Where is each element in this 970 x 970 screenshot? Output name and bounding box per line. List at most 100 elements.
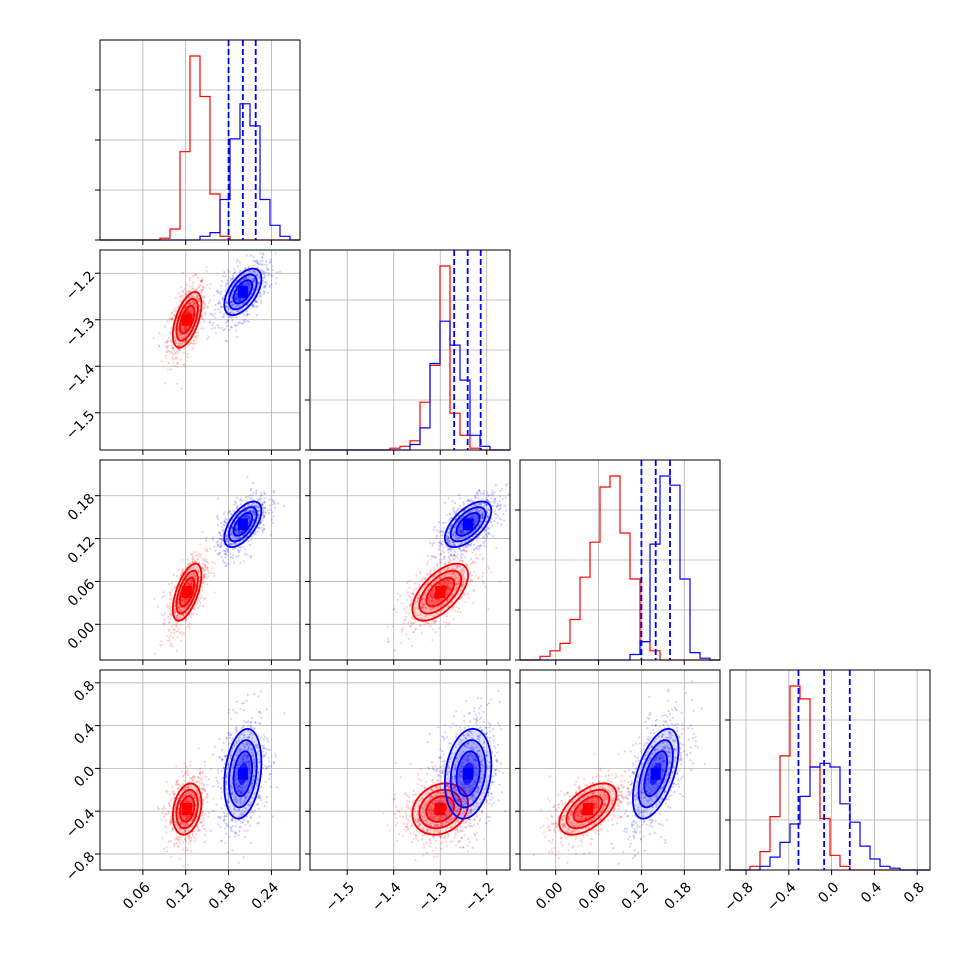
sample-point-red	[180, 285, 183, 289]
sample-point-blue	[247, 287, 250, 290]
sample-point-blue	[493, 520, 496, 523]
sample-point-blue	[470, 542, 473, 546]
sample-point-red	[166, 606, 169, 609]
sample-point-blue	[270, 273, 273, 276]
sample-point-blue	[209, 312, 212, 315]
sample-point-red	[175, 649, 179, 652]
sample-point-red	[176, 630, 179, 633]
sample-point-red	[190, 309, 193, 312]
sample-point-red	[185, 328, 188, 331]
sample-point-red	[184, 840, 187, 843]
sample-point-blue	[235, 260, 238, 263]
sample-point-red	[167, 361, 170, 365]
sample-point-red	[172, 628, 175, 631]
sample-point-blue	[482, 535, 485, 538]
sample-point-blue	[470, 498, 473, 501]
sample-point-blue	[235, 555, 238, 558]
sample-point-red	[176, 361, 179, 365]
sample-point-blue	[230, 300, 233, 303]
sample-point-blue	[233, 273, 236, 276]
sample-point-red	[490, 571, 493, 574]
sample-point-blue	[255, 273, 259, 276]
sample-point-blue	[263, 275, 266, 278]
sample-point-red	[173, 314, 176, 317]
sample-point-red	[170, 631, 173, 635]
sample-point-blue	[230, 301, 233, 304]
sample-point-blue	[266, 268, 269, 271]
sample-point-red	[184, 293, 187, 296]
sample-point-blue	[256, 301, 259, 304]
sample-point-blue	[243, 320, 246, 323]
sample-point-blue	[253, 277, 256, 280]
sample-point-blue	[502, 519, 506, 522]
sample-point-blue	[260, 493, 263, 496]
sample-point-blue	[224, 321, 227, 324]
sample-point-blue	[237, 310, 240, 313]
sample-point-blue	[219, 305, 222, 308]
sample-point-red	[165, 781, 168, 784]
sample-point-blue	[225, 305, 228, 309]
sample-point-blue	[234, 297, 237, 300]
sample-point-blue	[215, 289, 218, 292]
sample-point-blue	[271, 521, 274, 525]
sample-point-red	[199, 597, 202, 600]
sample-point-blue	[482, 541, 485, 544]
sample-point-blue	[249, 254, 252, 257]
sample-point-blue	[236, 298, 239, 301]
sample-point-red	[471, 574, 474, 577]
sample-point-red	[464, 592, 467, 595]
sample-point-blue	[220, 306, 223, 309]
sample-point-red	[200, 778, 203, 782]
sample-point-blue	[235, 292, 238, 295]
sample-point-blue	[238, 298, 241, 301]
sample-point-red	[180, 335, 183, 338]
sample-point-red	[413, 622, 416, 625]
sample-point-blue	[245, 282, 248, 285]
density-peak-blue	[237, 518, 248, 531]
sample-point-blue	[268, 498, 271, 501]
sample-point-blue	[255, 313, 258, 317]
sample-point-red	[202, 570, 205, 573]
sample-point-red	[182, 774, 185, 777]
sample-point-red	[403, 619, 406, 622]
sample-point-red	[433, 567, 436, 570]
sample-point-red	[195, 294, 198, 298]
sample-point-red	[172, 354, 175, 357]
sample-point-blue	[213, 308, 216, 311]
sample-point-blue	[247, 283, 250, 286]
sample-point-red	[446, 614, 449, 618]
sample-point-red	[429, 625, 432, 628]
sample-point-red	[201, 288, 204, 291]
sample-point-red	[201, 299, 204, 302]
sample-point-blue	[261, 519, 264, 522]
sample-point-red	[213, 562, 216, 565]
sample-point-red	[414, 627, 417, 630]
sample-point-red	[166, 340, 170, 343]
sample-point-blue	[237, 297, 240, 300]
sample-point-blue	[249, 284, 252, 287]
sample-point-blue	[443, 555, 446, 558]
sample-point-red	[203, 306, 206, 309]
sample-point-red	[177, 329, 180, 332]
sample-point-blue	[263, 507, 266, 510]
sample-point-red	[199, 770, 202, 774]
sample-point-red	[206, 284, 209, 287]
sample-point-blue	[458, 493, 461, 497]
sample-point-blue	[266, 509, 269, 512]
sample-point-blue	[277, 502, 280, 505]
sample-point-red	[172, 793, 176, 796]
sample-point-red	[182, 330, 185, 334]
sample-point-red	[212, 797, 215, 800]
sample-point-red	[481, 575, 484, 578]
sample-point-blue	[253, 280, 256, 283]
sample-point-red	[408, 587, 411, 590]
sample-point-red	[182, 336, 185, 339]
sample-point-red	[192, 551, 195, 554]
sample-point-blue	[262, 292, 266, 296]
sample-point-red	[205, 573, 208, 576]
sample-point-red	[160, 640, 163, 643]
sample-point-red	[170, 855, 173, 858]
sample-point-red	[167, 336, 171, 339]
sample-point-red	[204, 829, 208, 832]
sample-point-blue	[438, 545, 441, 548]
